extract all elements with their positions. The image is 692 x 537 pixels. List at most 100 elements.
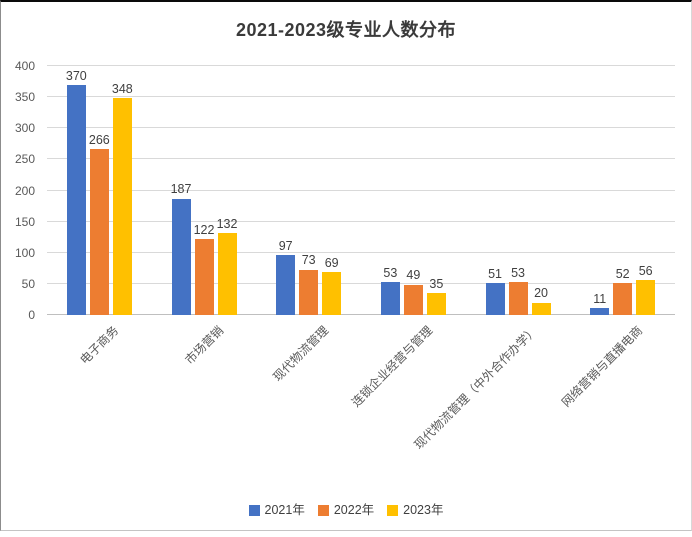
bar-group: 187 122 132 [152,66,257,315]
x-axis-category-label: 现代物流管理（中外合作办学） [411,323,541,452]
gridline [47,65,675,66]
bar-value-label: 51 [488,267,502,282]
x-axis-line [47,314,675,315]
bar-value-label: 97 [278,238,293,253]
x-axis-category-label: 市场营销 [182,323,227,368]
y-axis-tick-label: 100 [14,245,35,260]
y-axis-tick-label: 350 [14,90,35,105]
bar-value-label: 266 [88,133,110,148]
bar-value-label: 20 [534,286,548,301]
x-axis-category-label: 连锁企业经营与管理 [349,323,436,410]
bar-with-label: 73 [299,66,319,315]
bar-group: 53 49 35 [361,66,466,315]
legend-swatch [387,504,399,516]
bar-value-label: 73 [301,253,316,268]
bar-value-label: 187 [170,182,192,197]
bar-value-label: 132 [216,216,238,231]
y-axis-tick-label: 150 [14,214,35,229]
bar-with-label: 97 [276,66,296,315]
y-axis-tick-label: 250 [14,152,35,167]
x-axis-category-label: 网络营销与直播电商 [558,323,645,410]
bar-groups: 370 266 348 187 122 132 97 73 69 53 49 35 51 53 20 11 52… [47,66,675,315]
bar [485,283,505,315]
bar-with-label: 370 [65,66,87,315]
bar [322,272,342,315]
bar-with-label: 35 [426,66,446,315]
bar [299,269,319,315]
gridline [47,127,675,129]
bar-group: 370 266 348 [47,66,152,315]
legend: 2021年 2022年 2023年 [1,504,691,517]
bar [66,84,86,315]
bar-with-label: 132 [216,66,238,315]
bar-with-label: 53 [380,66,400,315]
bar-group: 11 52 56 [570,66,675,315]
bar [403,284,423,315]
gridline [47,251,675,253]
gridline [47,220,675,222]
bar [89,149,109,315]
y-axis-tick-label: 400 [14,59,35,73]
bar-with-label: 56 [636,66,656,315]
plot-area: 370 266 348 187 122 132 97 73 69 53 49 35 51 53 20 11 52… [47,65,675,315]
legend-item: 2023年 [387,504,443,517]
bar-value-label: 370 [65,68,87,83]
bar-with-label: 348 [111,66,133,315]
bar-with-label: 187 [170,66,192,315]
legend-label: 2021年 [264,503,305,517]
y-axis-tick-label: 50 [21,276,35,291]
bar-value-label: 122 [193,222,215,237]
bar-group: 97 73 69 [256,66,361,315]
y-axis-tick-label: 0 [28,308,35,322]
bar [613,282,633,315]
bar-with-label: 51 [485,66,505,315]
bar-value-label: 348 [111,82,133,97]
bar-value-label: 56 [638,264,653,279]
bar [380,282,400,315]
bar-with-label: 69 [322,66,342,315]
bar-value-label: 53 [383,265,398,280]
bar [194,239,214,315]
x-axis: 电子商务 市场营销 现代物流管理 连锁企业经营与管理 现代物流管理（中外合作办学） 网络营… [47,319,675,497]
gridline [47,96,675,98]
bar-with-label: 49 [403,66,423,315]
bar-with-label: 266 [88,66,110,315]
bar-with-label: 11 [590,66,610,315]
bar-with-label: 122 [193,66,215,315]
gridline [47,282,675,284]
bar [636,280,656,315]
x-axis-category-label: 电子商务 [77,323,122,368]
bar-with-label: 20 [531,66,551,315]
y-axis: 0 50 100 150 200 250 300 350 400 [1,60,39,321]
bar-with-label: 53 [508,66,528,315]
legend-swatch [317,504,329,516]
bar [112,98,132,315]
bar-value-label: 52 [615,266,630,281]
legend-item: 2021年 [248,503,305,517]
bar-value-label: 35 [429,277,444,292]
bar [426,293,446,315]
legend-swatch [248,504,260,516]
bar [531,302,551,315]
y-axis-tick-label: 200 [14,183,35,198]
bar-group: 51 53 20 [466,66,571,315]
chart-title: 2021-2023级专业人数分布 [235,20,457,40]
gridline [47,158,675,160]
y-axis-tick-label: 300 [14,121,35,136]
legend-label: 2022年 [333,503,375,517]
bar [508,282,528,315]
bar [171,198,191,315]
bar [217,232,237,315]
bar-value-label: 11 [593,292,607,307]
legend-item: 2022年 [317,503,375,517]
gridline [47,189,675,191]
bar-with-label: 52 [613,66,633,315]
bar [590,308,610,315]
bar-value-label: 49 [406,268,421,283]
bar-value-label: 69 [324,255,339,270]
legend-label: 2023年 [403,503,444,517]
bar-value-label: 53 [511,265,525,280]
bar [276,254,296,315]
